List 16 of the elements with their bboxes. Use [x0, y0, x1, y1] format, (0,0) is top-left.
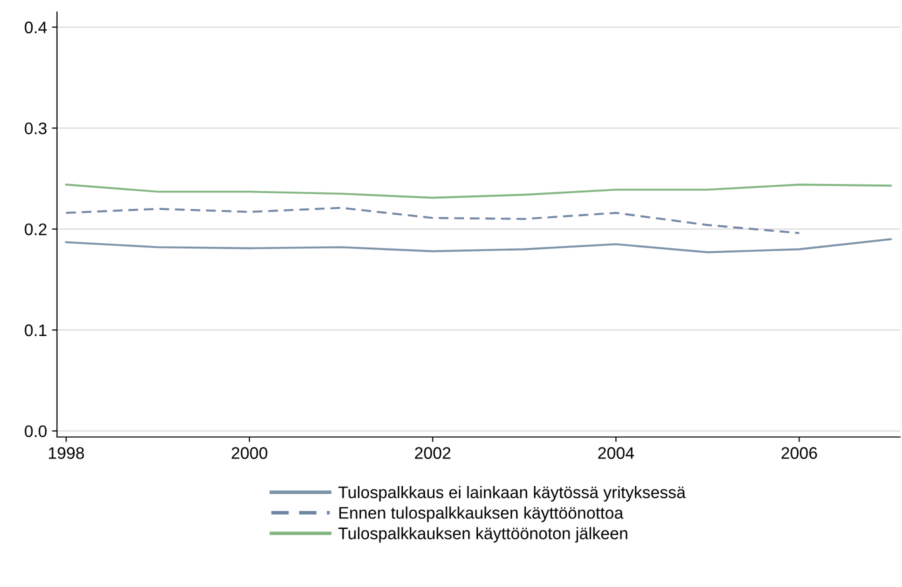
y-tick-label: 0.1 — [24, 324, 46, 336]
x-tick-label: 2006 — [782, 447, 818, 459]
y-tick-label: 0.0 — [24, 425, 47, 438]
y-tick-label: 0.3 — [24, 122, 47, 134]
legend-label: Ennen tulospalkkauksen käyttöönottoa — [339, 506, 624, 522]
legend-label: Tulospalkkauksen käyttöönoton jälkeen — [338, 527, 628, 543]
x-tick-label: 2002 — [414, 447, 450, 459]
legend-label: Tulospalkkaus ei lainkaan käytössä yrityksessä — [338, 486, 686, 502]
y-tick-label: 0.2 — [24, 223, 46, 236]
line-series — [65, 184, 892, 199]
x-tick-label: 2000 — [232, 447, 268, 459]
x-tick-label: 1998 — [48, 447, 84, 459]
line-series — [65, 238, 892, 254]
line-series — [65, 206, 800, 234]
x-tick-label: 2004 — [598, 447, 634, 459]
y-tick-label: 0.4 — [24, 22, 47, 34]
